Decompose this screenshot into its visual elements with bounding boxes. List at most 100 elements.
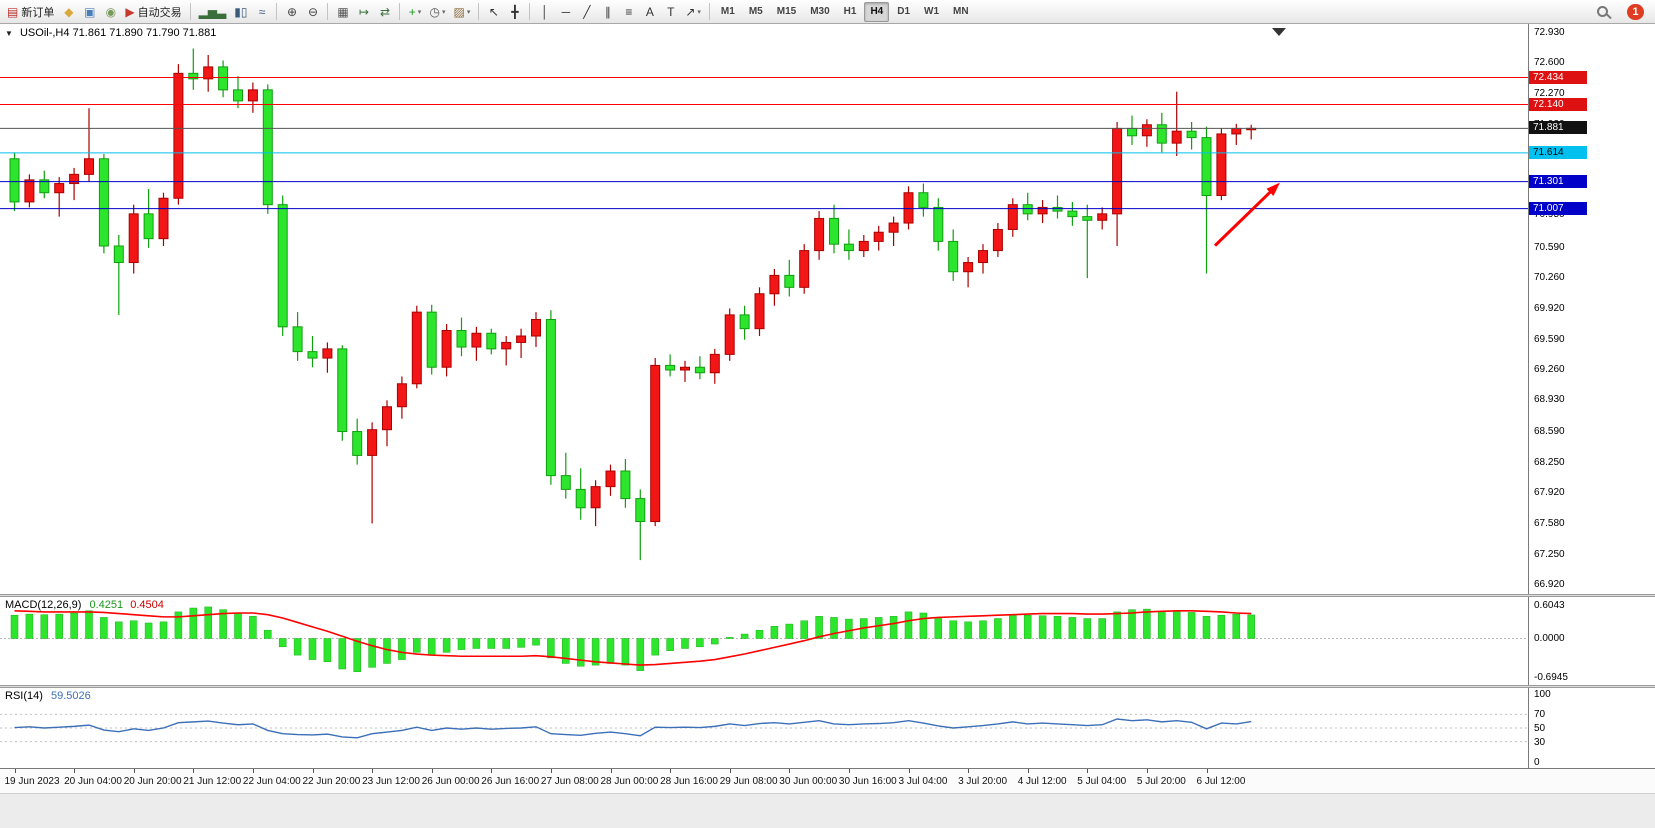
timeframe-m5[interactable]: M5 bbox=[748, 6, 763, 17]
vertical-line-button[interactable]: │ bbox=[534, 2, 555, 22]
label-button[interactable]: T bbox=[660, 2, 681, 22]
candle bbox=[1216, 133, 1227, 196]
channel-button[interactable]: ∥ bbox=[597, 2, 618, 22]
candle bbox=[650, 364, 661, 523]
candle bbox=[799, 250, 810, 288]
timeframe-m30[interactable]: M30 bbox=[810, 6, 830, 17]
candle bbox=[113, 245, 124, 264]
tile-windows-icon: ▦ bbox=[337, 4, 349, 19]
fibonacci-button[interactable]: ≡ bbox=[618, 2, 639, 22]
profile-icon: ▣ bbox=[84, 4, 96, 19]
zoom-in-icon: ⊕ bbox=[286, 4, 298, 19]
rsi-axis-label: 70 bbox=[1534, 709, 1546, 721]
toolbar: ▤ 新订单 ◆ ▣ ◉ ▶ 自动交易 ▂▅▃ ▮▯ ≈ ⊕ ⊖ ▦ ↦ ⇄ + ▾ ◷ ▾ ▨ ▾ ↖ ╋ │ ─ ╱ ∥ ≡ A T ↗ ▾… bbox=[0, 0, 1655, 24]
macd-name: MACD(12,26,9) bbox=[5, 599, 82, 611]
candlestick-chart-button[interactable]: ▮▯ bbox=[230, 2, 251, 22]
candle bbox=[307, 351, 318, 359]
macd-value-signal: 0.4504 bbox=[130, 599, 164, 611]
price-axis-label: 69.590 bbox=[1534, 333, 1565, 345]
panel-splitter[interactable] bbox=[0, 685, 1655, 688]
time-axis[interactable]: 19 Jun 2023 20 Jun 04:00 20 Jun 20:00 21 Ju… bbox=[0, 768, 1655, 793]
main-chart-canvas[interactable] bbox=[0, 24, 1528, 594]
candle bbox=[1022, 204, 1033, 215]
candle bbox=[665, 364, 676, 371]
candle bbox=[992, 228, 1003, 252]
dropdown-caret-icon: ▾ bbox=[697, 8, 701, 16]
main-chart-panel: ▼ USOil-,H4 71.861 71.890 71.790 71.881 … bbox=[0, 24, 1655, 594]
chart-shift-icon: ⇄ bbox=[379, 4, 391, 19]
candle bbox=[575, 488, 586, 509]
timeframe-m1[interactable]: M1 bbox=[720, 6, 735, 17]
market-button[interactable]: ◆ bbox=[58, 2, 79, 22]
candle bbox=[769, 274, 780, 295]
time-axis-tick bbox=[550, 769, 552, 773]
web-button[interactable]: ◉ bbox=[100, 2, 121, 22]
one-click-trading-toggle[interactable]: ▼ bbox=[5, 29, 13, 38]
chart-ohlc: 71.861 71.890 71.790 71.881 bbox=[72, 27, 217, 39]
autotrading-button[interactable]: ▶ 自动交易 bbox=[121, 2, 185, 22]
time-axis-label: 29 Jun 08:00 bbox=[719, 776, 778, 787]
toolbar-separator bbox=[708, 3, 710, 20]
time-axis-label: 4 Jul 12:00 bbox=[1017, 776, 1067, 787]
time-axis-tick bbox=[1146, 769, 1148, 773]
candle bbox=[456, 330, 467, 348]
crosshair-button[interactable]: ╋ bbox=[504, 2, 525, 22]
timeframe-w1[interactable]: W1 bbox=[924, 6, 940, 17]
horizontal-line-button[interactable]: ─ bbox=[555, 2, 576, 22]
candle bbox=[233, 89, 243, 102]
indicators-button[interactable]: + ▾ bbox=[404, 2, 425, 22]
line-chart-button[interactable]: ≈ bbox=[251, 2, 272, 22]
time-axis-label: 20 Jun 20:00 bbox=[123, 776, 182, 787]
trend-arrow[interactable] bbox=[1213, 182, 1280, 247]
cursor-button[interactable]: ↖ bbox=[483, 2, 504, 22]
time-axis-tick bbox=[670, 769, 672, 773]
price-axis-label: 68.250 bbox=[1534, 456, 1565, 468]
chart-shift-button[interactable]: ⇄ bbox=[374, 2, 395, 22]
candle bbox=[709, 353, 720, 374]
timeframe-mn[interactable]: MN bbox=[953, 6, 969, 17]
profile-button[interactable]: ▣ bbox=[79, 2, 100, 22]
time-axis-label: 5 Jul 20:00 bbox=[1136, 776, 1186, 787]
channel-icon: ∥ bbox=[604, 4, 611, 19]
periods-button[interactable]: ◷ ▾ bbox=[425, 2, 449, 22]
candlestick-chart-icon: ▮▯ bbox=[234, 4, 248, 19]
toolbar-separator bbox=[276, 3, 278, 20]
candle bbox=[814, 217, 825, 252]
zoom-in-button[interactable]: ⊕ bbox=[281, 2, 302, 22]
new-order-button[interactable]: ▤ 新订单 bbox=[3, 2, 58, 22]
candle bbox=[635, 498, 646, 523]
templates-button[interactable]: ▨ ▾ bbox=[449, 2, 474, 22]
candle bbox=[262, 89, 273, 206]
candle bbox=[1007, 204, 1018, 230]
horizontal-line-icon: ─ bbox=[561, 4, 571, 19]
candle bbox=[501, 341, 512, 350]
timeframe-d1[interactable]: D1 bbox=[897, 6, 911, 17]
timeframe-h4[interactable]: H4 bbox=[864, 1, 890, 22]
shapes-button[interactable]: ↗ ▾ bbox=[681, 2, 705, 22]
tile-windows-button[interactable]: ▦ bbox=[332, 2, 353, 22]
bar-chart-button[interactable]: ▂▅▃ bbox=[195, 2, 231, 22]
price-axis-label: 69.260 bbox=[1534, 364, 1565, 376]
trendline-button[interactable]: ╱ bbox=[576, 2, 597, 22]
cursor-icon: ↖ bbox=[488, 4, 499, 19]
auto-scroll-button[interactable]: ↦ bbox=[353, 2, 374, 22]
panel-splitter[interactable] bbox=[0, 594, 1655, 597]
text-button[interactable]: A bbox=[639, 2, 660, 22]
timeframe-m15[interactable]: M15 bbox=[776, 6, 797, 17]
candle bbox=[1171, 130, 1182, 144]
timeframe-h1[interactable]: H1 bbox=[843, 6, 857, 17]
candle bbox=[471, 332, 482, 348]
candle bbox=[277, 204, 288, 328]
macd-plot[interactable]: MACD(12,26,9) 0.4251 0.4504 bbox=[0, 597, 1528, 685]
chart-symbol: USOil-,H4 bbox=[19, 27, 70, 39]
candle bbox=[54, 183, 65, 194]
zoom-out-button[interactable]: ⊖ bbox=[302, 2, 323, 22]
dropdown-caret-icon: ▾ bbox=[441, 8, 446, 16]
main-chart-plot[interactable]: ▼ USOil-,H4 71.861 71.890 71.790 71.881 bbox=[0, 24, 1528, 594]
search-button[interactable] bbox=[1592, 2, 1613, 22]
toolbar-groups: ▤ 新订单 ◆ ▣ ◉ ▶ 自动交易 ▂▅▃ ▮▯ ≈ ⊕ ⊖ ▦ ↦ ⇄ + ▾ ◷ ▾ ▨ ▾ ↖ ╋ │ ─ ╱ ∥ ≡ A T ↗ ▾… bbox=[3, 1, 976, 22]
notification-badge[interactable]: 1 bbox=[1627, 3, 1644, 20]
rsi-plot[interactable]: RSI(14) 59.5026 bbox=[0, 688, 1528, 768]
text-icon: A bbox=[645, 4, 654, 19]
chart-title: ▼ USOil-,H4 71.861 71.890 71.790 71.881 bbox=[5, 27, 216, 39]
